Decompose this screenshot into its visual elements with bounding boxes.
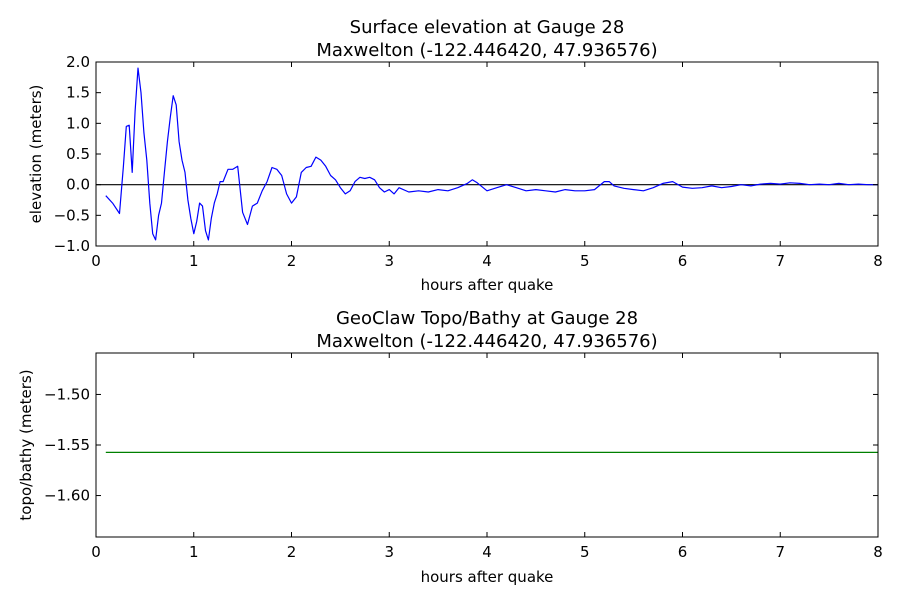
y-tick-label: 0.0 bbox=[66, 176, 90, 194]
x-tick-label: 3 bbox=[384, 252, 394, 270]
plot-area: 0 1 2 3 4 5 6 7 8 −1.50 −1.55 −1.60 bbox=[44, 352, 883, 561]
y-tick-label: −1.50 bbox=[44, 385, 90, 403]
plot-frame bbox=[95, 352, 879, 538]
x-tick-label: 2 bbox=[287, 543, 297, 561]
x-tick-label: 7 bbox=[775, 543, 785, 561]
x-tick-label: 4 bbox=[482, 543, 492, 561]
x-tick-label: 3 bbox=[384, 543, 394, 561]
chart-elevation: Surface elevation at Gauge 28 Maxwelton … bbox=[27, 17, 883, 294]
chart-title: GeoClaw Topo/Bathy at Gauge 28 bbox=[336, 308, 638, 329]
x-tick-label: 1 bbox=[189, 252, 199, 270]
x-tick-label: 1 bbox=[189, 543, 199, 561]
chart-subtitle: Maxwelton (-122.446420, 47.936576) bbox=[316, 331, 657, 352]
x-tick-label: 0 bbox=[91, 543, 101, 561]
x-tick-label: 6 bbox=[678, 543, 688, 561]
x-tick-label: 8 bbox=[873, 252, 883, 270]
y-tick-label: 2.0 bbox=[66, 53, 90, 71]
plot-frame bbox=[95, 61, 879, 247]
x-axis-label: hours after quake bbox=[421, 276, 554, 294]
x-tick-label: 8 bbox=[873, 543, 883, 561]
y-tick-label: −0.5 bbox=[54, 206, 90, 224]
y-tick-label: −1.0 bbox=[54, 237, 90, 255]
y-tick-label: −1.60 bbox=[44, 487, 90, 505]
series-line bbox=[105, 67, 878, 241]
chart-title: Surface elevation at Gauge 28 bbox=[350, 17, 625, 38]
x-tick-label: 5 bbox=[580, 252, 590, 270]
x-tick-label: 5 bbox=[580, 543, 590, 561]
x-tick-label: 6 bbox=[678, 252, 688, 270]
chart-subtitle: Maxwelton (-122.446420, 47.936576) bbox=[316, 40, 657, 61]
x-tick-label: 7 bbox=[775, 252, 785, 270]
y-axis-label: elevation (meters) bbox=[27, 85, 45, 224]
y-axis-label: topo/bathy (meters) bbox=[17, 369, 35, 520]
y-tick-label: −1.55 bbox=[44, 436, 90, 454]
y-tick-label: 0.5 bbox=[66, 145, 90, 163]
x-tick-label: 0 bbox=[91, 252, 101, 270]
chart-topo-bathy: GeoClaw Topo/Bathy at Gauge 28 Maxwelton… bbox=[17, 308, 883, 586]
x-tick-label: 4 bbox=[482, 252, 492, 270]
y-tick-label: 1.5 bbox=[66, 84, 90, 102]
plot-area: 0 1 2 3 4 5 6 7 8 −1.0 −0.5 0.0 0.5 1.0 1.5 2.0 bbox=[54, 53, 883, 270]
y-tick-label: 1.0 bbox=[66, 114, 90, 132]
x-axis-label: hours after quake bbox=[421, 568, 554, 586]
x-tick-label: 2 bbox=[287, 252, 297, 270]
